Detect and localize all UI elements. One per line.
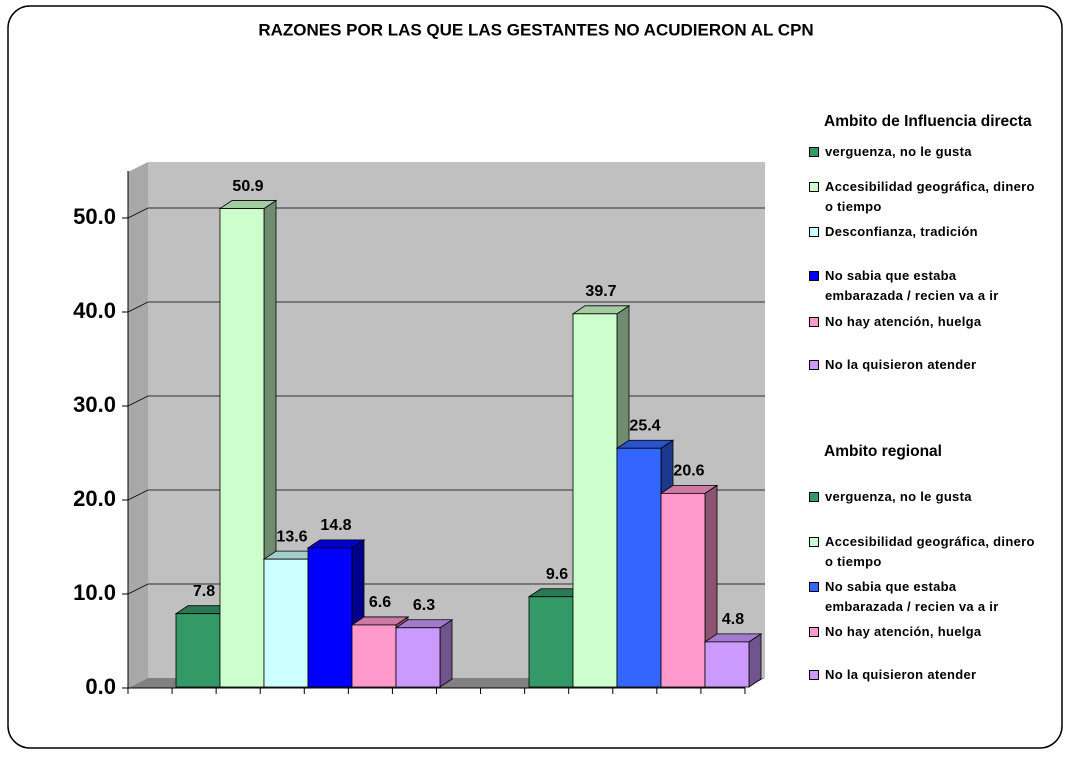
legend-entry: verguenza, no le gusta <box>809 142 1037 162</box>
bar-front <box>528 596 574 688</box>
legend-swatch <box>809 537 819 547</box>
value-label: 14.8 <box>320 517 351 534</box>
chart-title: RAZONES POR LAS QUE LAS GESTANTES NO ACU… <box>258 20 813 39</box>
legend-entry: Accesibilidad geográfica, dinero o tiemp… <box>809 532 1037 572</box>
bar-front <box>351 624 397 688</box>
bar-front <box>307 547 353 688</box>
value-label: 25.4 <box>629 417 660 434</box>
bar-front <box>660 492 706 688</box>
y-tick-label: 0.0 <box>85 674 116 699</box>
bar-front <box>616 447 662 688</box>
legend-heading: Ambito regional <box>824 443 942 460</box>
legend-entry: No hay atención, huelga <box>809 622 1037 642</box>
value-label: 4.8 <box>722 611 744 628</box>
legend-swatch <box>809 271 819 281</box>
bar-front <box>704 641 750 688</box>
bar <box>659 484 719 688</box>
bar-front <box>219 208 265 688</box>
legend-entry: No sabia que estaba embarazada / recien … <box>809 577 1037 617</box>
legend-swatch <box>809 147 819 157</box>
legend-entry: No la quisieron atender <box>809 665 1037 685</box>
bar-side <box>439 619 453 688</box>
value-label: 20.6 <box>673 463 704 480</box>
value-label: 6.3 <box>413 597 435 614</box>
legend-entry: No sabia que estaba embarazada / recien … <box>809 266 1037 306</box>
legend-entry: No hay atención, huelga <box>809 312 1037 332</box>
legend-entry: No la quisieron atender <box>809 355 1037 375</box>
y-tick-label: 50.0 <box>73 204 116 229</box>
bar-side <box>748 633 762 688</box>
value-label: 13.6 <box>276 528 307 545</box>
legend-swatch <box>809 317 819 327</box>
legend-swatch <box>809 182 819 192</box>
grid-line <box>127 207 765 219</box>
grid-line <box>127 301 765 313</box>
bar <box>394 619 454 688</box>
legend-heading: Ambito de Influencia directa <box>824 113 1032 130</box>
legend-entry: Accesibilidad geográfica, dinero o tiemp… <box>809 177 1037 217</box>
bar-front <box>263 558 309 688</box>
y-tick-label: 40.0 <box>73 298 116 323</box>
value-label: 39.7 <box>585 283 616 300</box>
legend-swatch <box>809 227 819 237</box>
legend-swatch <box>809 492 819 502</box>
bar <box>703 633 763 688</box>
side-wall <box>128 162 148 688</box>
grid-line <box>127 395 765 407</box>
value-label: 50.9 <box>232 178 263 195</box>
value-label: 6.6 <box>369 594 391 611</box>
legend-entry: Desconfianza, tradición <box>809 222 1037 242</box>
bar <box>306 539 366 688</box>
bar-front <box>395 627 441 688</box>
y-tick-label: 30.0 <box>73 392 116 417</box>
bar-front <box>572 313 618 688</box>
grid-line <box>127 583 765 595</box>
y-tick-label: 20.0 <box>73 486 116 511</box>
value-label: 9.6 <box>546 566 568 583</box>
y-tick-label: 10.0 <box>73 580 116 605</box>
legend-entry: verguenza, no le gusta <box>809 487 1037 507</box>
legend-swatch <box>809 360 819 370</box>
bar <box>571 305 631 688</box>
value-label: 7.8 <box>193 583 215 600</box>
legend-swatch <box>809 582 819 592</box>
grid-line <box>127 489 765 501</box>
legend-swatch <box>809 627 819 637</box>
bar-front <box>175 613 221 688</box>
legend-swatch <box>809 670 819 680</box>
